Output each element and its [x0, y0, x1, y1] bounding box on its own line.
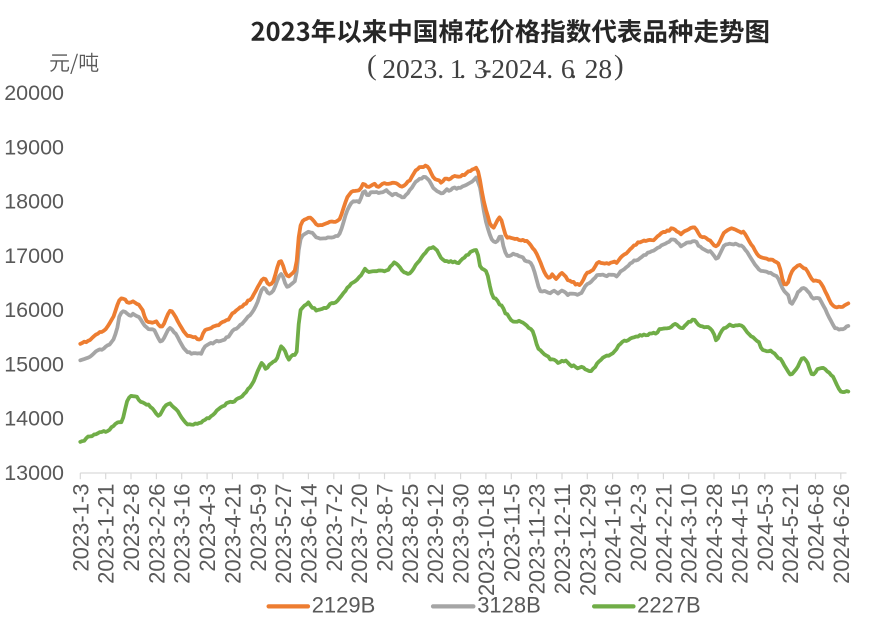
- svg-text:2023-7-20: 2023-7-20: [347, 484, 372, 584]
- svg-text:2024-2-3: 2024-2-3: [626, 484, 651, 572]
- svg-text:15000: 15000: [4, 352, 64, 376]
- svg-text:.: .: [546, 53, 553, 84]
- svg-text:2024-3-10: 2024-3-10: [677, 484, 702, 584]
- svg-text:): ): [614, 50, 624, 82]
- svg-text:2023-8-25: 2023-8-25: [398, 484, 423, 584]
- svg-text:2023-6-14: 2023-6-14: [296, 484, 321, 584]
- svg-text:.: .: [570, 53, 577, 84]
- svg-text:19000: 19000: [4, 135, 64, 159]
- svg-text:2023: 2023: [382, 53, 437, 84]
- svg-text:2024-2-21: 2024-2-21: [651, 484, 676, 584]
- svg-text:1: 1: [450, 53, 464, 84]
- svg-text:2023-5-27: 2023-5-27: [271, 484, 296, 584]
- svg-text:2023-11-23: 2023-11-23: [525, 484, 550, 595]
- svg-text:2024-5-3: 2024-5-3: [753, 484, 778, 572]
- svg-text:2023-4-21: 2023-4-21: [220, 484, 245, 584]
- svg-text:2023-8-7: 2023-8-7: [373, 484, 398, 572]
- svg-text:2024-1-16: 2024-1-16: [601, 484, 626, 584]
- svg-text:14000: 14000: [4, 407, 64, 431]
- svg-text:(: (: [367, 50, 377, 82]
- svg-text:3: 3: [474, 53, 488, 84]
- svg-text:2023-3-16: 2023-3-16: [170, 484, 195, 584]
- svg-text:2023-9-12: 2023-9-12: [423, 484, 448, 584]
- svg-text:18000: 18000: [4, 190, 64, 214]
- svg-text:2227B: 2227B: [637, 593, 701, 618]
- svg-text:6: 6: [561, 53, 575, 84]
- svg-text:2129B: 2129B: [312, 593, 376, 618]
- svg-text:2023-4-3: 2023-4-3: [195, 484, 220, 572]
- svg-text:2023-2-26: 2023-2-26: [144, 484, 169, 584]
- svg-text:3128B: 3128B: [477, 593, 541, 618]
- svg-text:2023-1-3: 2023-1-3: [68, 484, 93, 572]
- svg-text:2023-9-30: 2023-9-30: [449, 484, 474, 584]
- svg-text:28: 28: [585, 53, 613, 84]
- svg-text:20000: 20000: [4, 81, 64, 105]
- svg-text:2024-6-26: 2024-6-26: [829, 484, 854, 584]
- svg-text:2023-10-18: 2023-10-18: [474, 484, 499, 597]
- svg-text:17000: 17000: [4, 244, 64, 268]
- svg-text:2023-7-2: 2023-7-2: [322, 484, 347, 572]
- svg-text:2023-12-11: 2023-12-11: [550, 484, 575, 595]
- svg-text:2023-5-9: 2023-5-9: [246, 484, 271, 572]
- svg-text:-: -: [482, 53, 491, 84]
- svg-text:2024-4-15: 2024-4-15: [727, 484, 752, 584]
- svg-text:.: .: [437, 53, 444, 84]
- svg-text:.: .: [459, 53, 466, 84]
- svg-text:2024-5-21: 2024-5-21: [778, 484, 803, 584]
- svg-text:2024-6-8: 2024-6-8: [804, 484, 829, 572]
- svg-text:2023-11-5: 2023-11-5: [499, 484, 524, 583]
- svg-text:2023-2-8: 2023-2-8: [119, 484, 144, 572]
- svg-text:2023-12-29: 2023-12-29: [575, 484, 600, 597]
- svg-text:2024: 2024: [491, 53, 546, 84]
- svg-text:2023-1-21: 2023-1-21: [94, 484, 119, 584]
- svg-text:16000: 16000: [4, 298, 64, 322]
- svg-text:13000: 13000: [4, 461, 64, 485]
- svg-text:2024-3-28: 2024-3-28: [702, 484, 727, 584]
